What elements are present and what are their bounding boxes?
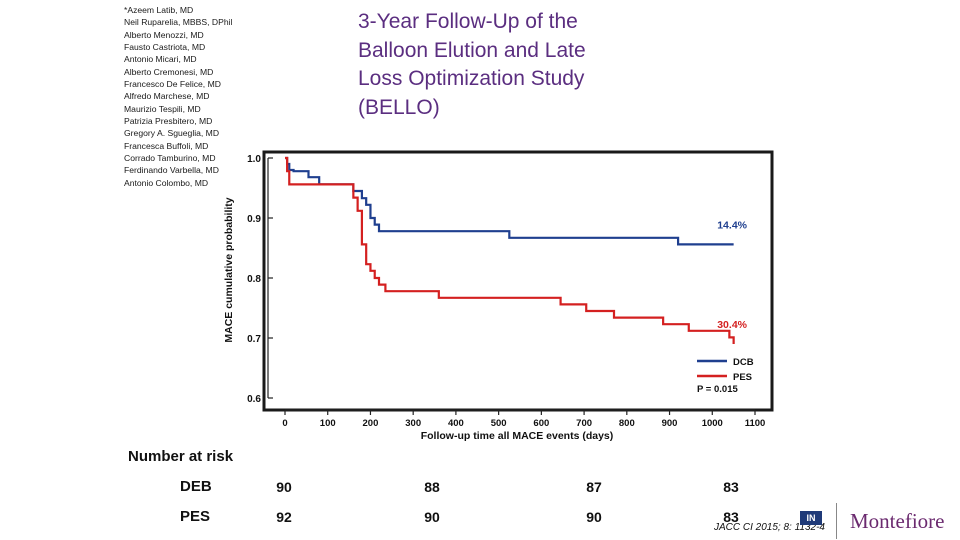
author-name: Francesca Buffoli, MD xyxy=(124,140,209,151)
title-line: (BELLO) xyxy=(358,95,440,119)
number-at-risk-title: Number at risk xyxy=(128,448,234,465)
legend-label-pes: PES xyxy=(733,372,752,383)
y-tick-label: 0.9 xyxy=(247,214,261,225)
author-name: Ferdinando Varbella, MD xyxy=(124,165,219,176)
x-tick-label: 700 xyxy=(576,418,592,429)
author-name: Alberto Menozzi, MD xyxy=(124,29,204,40)
series-layer: 14.4% 30.4% xyxy=(285,156,748,344)
y-tick-label: 0.6 xyxy=(247,394,261,405)
author-list: *Azeem Latib, MD Neil Ruparelia, MBBS, DP… xyxy=(124,4,324,189)
series-line-pes xyxy=(285,156,735,344)
author-name: Maurizio Tespili, MD xyxy=(124,103,201,114)
risk-row-label: DEB xyxy=(180,478,212,495)
title-line: Balloon Elution and Late xyxy=(358,38,586,62)
author-name: *Azeem Latib, MD xyxy=(124,5,194,15)
risk-value: 83 xyxy=(723,479,739,495)
x-tick-label: 100 xyxy=(320,418,336,429)
author-name: Alberto Cremonesi, MD xyxy=(124,66,214,77)
risk-value: 90 xyxy=(424,509,440,525)
author-name: Gregory A. Sgueglia, MD xyxy=(124,128,220,139)
y-tick-label: 1.0 xyxy=(247,154,261,165)
x-tick-label: 1000 xyxy=(702,418,723,429)
risk-value: 88 xyxy=(424,479,440,495)
risk-value: 83 xyxy=(723,509,739,525)
end-label-pes: 30.4% xyxy=(717,319,747,331)
x-tick-label: 900 xyxy=(662,418,678,429)
author-name: Patrizia Presbitero, MD xyxy=(124,116,213,127)
author-name: Francesco De Felice, MD xyxy=(124,79,221,90)
montefiore-logo: Montefiore xyxy=(850,509,945,533)
risk-value: 87 xyxy=(586,479,602,495)
x-tick-label: 400 xyxy=(448,418,464,429)
author-name: Antonio Micari, MD xyxy=(124,54,197,65)
y-axis: 0.6 0.7 0.8 0.9 1.0 xyxy=(247,154,273,405)
x-tick-label: 1100 xyxy=(745,418,766,429)
author-name: Alfredo Marchese, MD xyxy=(124,91,210,102)
author-name: Fausto Castriota, MD xyxy=(124,42,206,53)
x-tick-label: 500 xyxy=(491,418,507,429)
x-tick-label: 300 xyxy=(405,418,421,429)
chart-frame xyxy=(262,150,774,412)
author-name: Corrado Tamburino, MD xyxy=(124,153,216,164)
x-axis-label: Follow-up time all MACE events (days) xyxy=(421,430,614,442)
y-axis-label: MACE cumulative probability xyxy=(223,197,235,342)
risk-value: 92 xyxy=(276,509,292,525)
citation: JACC CI 2015; 8: 1132-4 xyxy=(714,522,825,533)
y-tick-label: 0.8 xyxy=(247,274,261,285)
institution-logo-mark: IN xyxy=(800,511,822,525)
logo-divider xyxy=(836,503,837,539)
title-line: Loss Optimization Study xyxy=(358,67,585,90)
author-name: Neil Ruparelia, MBBS, DPhil xyxy=(124,17,233,28)
p-value-annotation: P = 0.015 xyxy=(697,384,738,395)
risk-row-label: PES xyxy=(180,508,211,525)
legend-label-dcb: DCB xyxy=(733,357,754,368)
risk-value: 90 xyxy=(586,509,602,525)
x-tick-label: 0 xyxy=(282,418,287,429)
slide-title: 3-Year Follow-Up of the Balloon Elution … xyxy=(358,8,678,122)
risk-value: 90 xyxy=(276,479,292,495)
x-tick-label: 200 xyxy=(363,418,379,429)
x-tick-label: 800 xyxy=(619,418,635,429)
x-axis: 0 100 200 300 400 500 600 700 800 900 1000 1100 xyxy=(282,409,766,429)
x-tick-label: 600 xyxy=(533,418,549,429)
end-label-dcb: 14.4% xyxy=(717,219,747,231)
series-line-dcb xyxy=(285,156,734,246)
y-tick-label: 0.7 xyxy=(247,334,261,345)
author-name: Antonio Colombo, MD xyxy=(124,177,209,188)
title-line: 3-Year Follow-Up of the xyxy=(358,10,578,33)
